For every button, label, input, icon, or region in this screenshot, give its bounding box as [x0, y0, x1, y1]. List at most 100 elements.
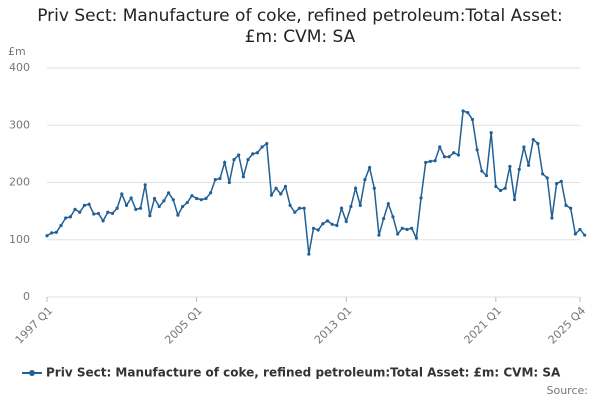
- point: [498, 188, 503, 193]
- point: [461, 109, 465, 113]
- point: [152, 196, 157, 201]
- point: [475, 148, 479, 152]
- point: [424, 160, 428, 165]
- point: [162, 199, 166, 203]
- point: [508, 164, 512, 169]
- point: [185, 200, 189, 205]
- point: [382, 216, 386, 221]
- point: [396, 232, 400, 236]
- point: [335, 223, 339, 228]
- point: [372, 186, 376, 190]
- point: [311, 226, 316, 230]
- y-tick-label: 0: [23, 290, 30, 303]
- point: [569, 206, 573, 210]
- point: [433, 159, 437, 163]
- point: [522, 145, 526, 149]
- point: [339, 206, 344, 210]
- point: [410, 226, 414, 230]
- point: [50, 231, 54, 235]
- y-tick-label: 200: [9, 176, 30, 189]
- point: [438, 145, 442, 149]
- point: [96, 211, 101, 216]
- point: [190, 194, 194, 198]
- point: [503, 186, 507, 190]
- point: [377, 233, 381, 237]
- point: [452, 151, 456, 155]
- point: [143, 183, 147, 187]
- point: [101, 219, 105, 223]
- source: Source:: [547, 384, 589, 397]
- x-tick-label: 2005 Q1: [162, 304, 205, 347]
- point: [129, 196, 133, 200]
- point: [82, 203, 87, 207]
- point: [195, 196, 199, 201]
- point: [106, 210, 110, 214]
- point: [494, 184, 498, 189]
- point: [166, 191, 171, 195]
- point: [115, 206, 119, 210]
- point: [227, 180, 231, 185]
- point: [92, 212, 96, 216]
- point: [255, 151, 259, 155]
- x-tick-label: 2025 Q4: [546, 304, 589, 347]
- point: [110, 211, 115, 216]
- point: [349, 204, 353, 209]
- point: [368, 166, 372, 170]
- point: [260, 145, 264, 149]
- point: [68, 215, 72, 219]
- point: [302, 206, 306, 210]
- point: [330, 222, 334, 226]
- point: [470, 117, 475, 122]
- point: [419, 196, 423, 200]
- point: [279, 192, 283, 196]
- point: [480, 169, 484, 173]
- point: [148, 214, 152, 218]
- point: [363, 178, 367, 182]
- point: [218, 176, 222, 181]
- legend-label: Priv Sect: Manufacture of coke, refined …: [46, 366, 561, 380]
- point: [484, 174, 489, 178]
- point: [124, 203, 129, 207]
- point: [213, 178, 217, 182]
- point: [386, 202, 390, 206]
- point: [442, 155, 447, 159]
- point: [358, 203, 362, 207]
- point: [199, 198, 203, 202]
- y-tick-label: 100: [9, 233, 30, 246]
- point: [540, 172, 545, 176]
- point: [545, 176, 549, 180]
- point: [573, 232, 577, 236]
- point: [405, 227, 409, 232]
- point: [344, 219, 348, 224]
- point: [555, 182, 559, 186]
- point: [120, 192, 124, 196]
- point: [293, 210, 297, 214]
- point: [246, 158, 250, 162]
- point: [204, 196, 208, 201]
- point: [274, 186, 278, 190]
- point: [456, 153, 461, 157]
- point: [353, 186, 358, 190]
- point: [59, 223, 63, 228]
- point: [512, 198, 517, 202]
- point: [550, 216, 554, 220]
- point: [288, 203, 292, 207]
- point: [391, 215, 395, 219]
- point: [180, 204, 185, 209]
- point: [157, 204, 161, 209]
- point: [223, 160, 227, 165]
- chart-title: Priv Sect: Manufacture of coke, refined …: [37, 6, 563, 47]
- point: [134, 207, 138, 212]
- point: [414, 236, 418, 240]
- point: [297, 206, 302, 210]
- point: [138, 206, 143, 210]
- point: [283, 184, 288, 189]
- point: [531, 137, 535, 142]
- point: [54, 230, 58, 234]
- point: [526, 163, 531, 167]
- x-tick-label: 2021 Q1: [462, 304, 505, 347]
- point: [536, 141, 540, 146]
- point: [428, 159, 432, 163]
- point: [265, 141, 269, 146]
